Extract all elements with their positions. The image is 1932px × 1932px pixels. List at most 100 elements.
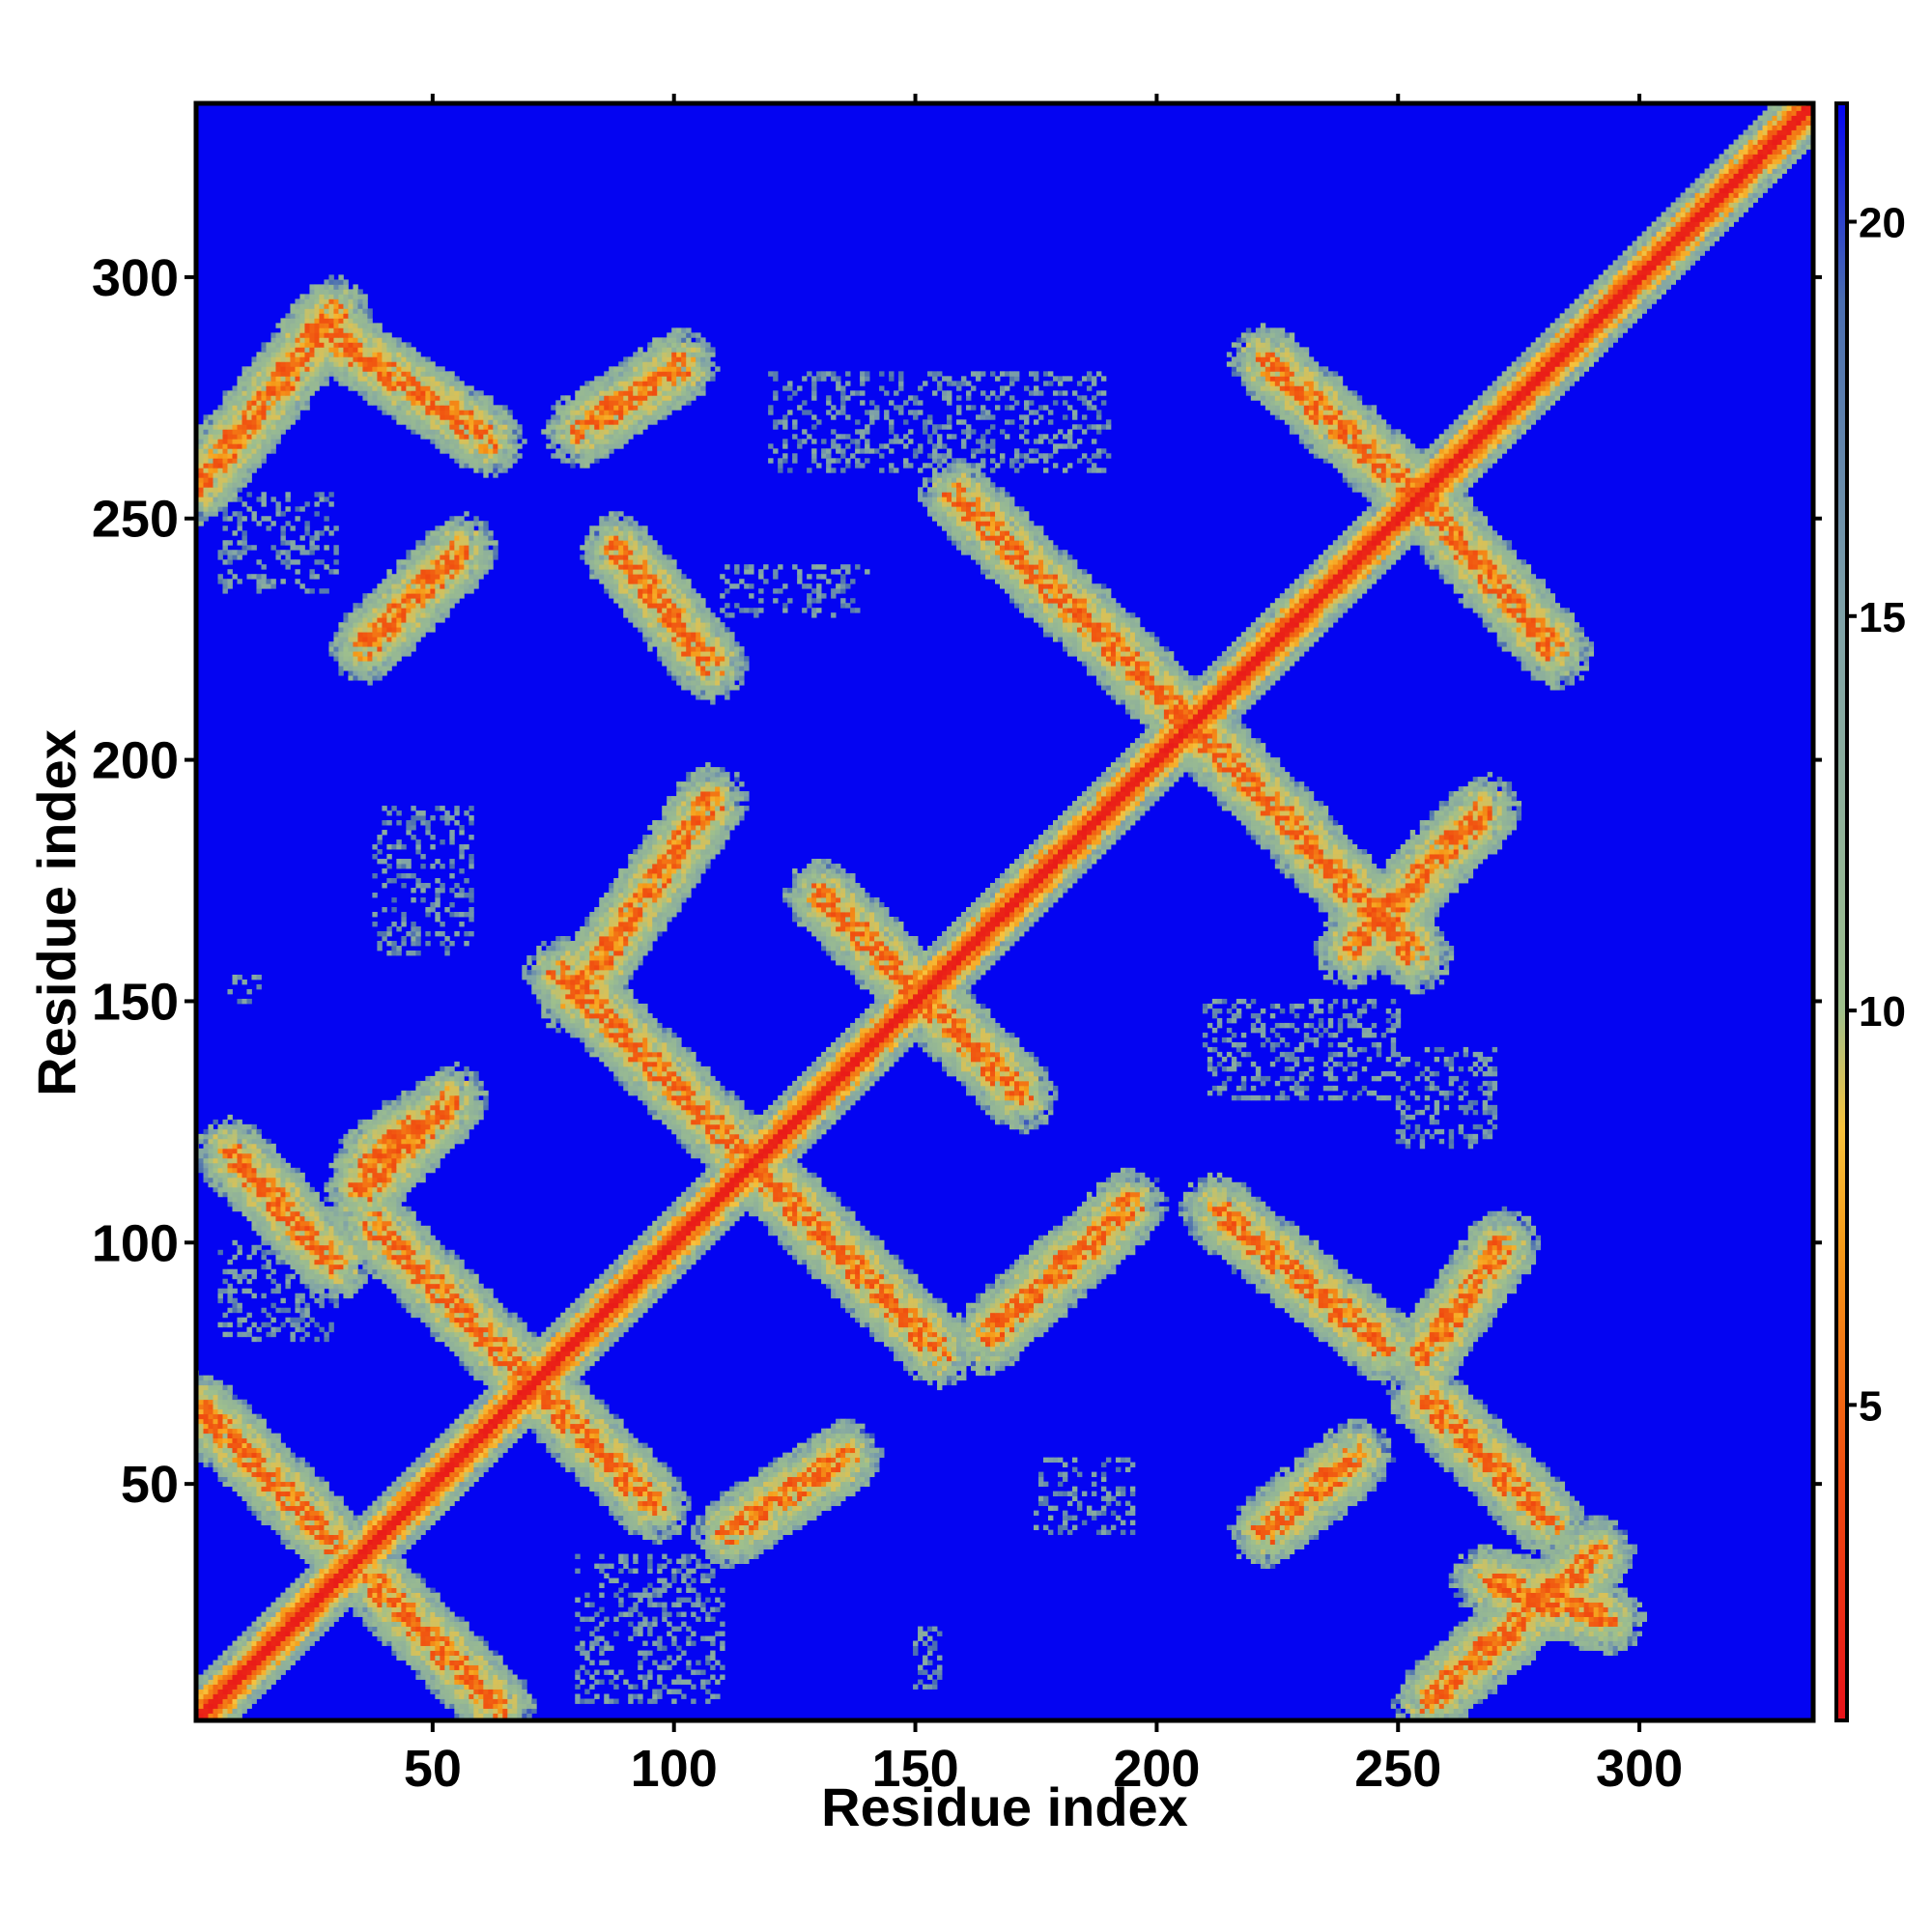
heatmap-cell bbox=[251, 1457, 257, 1463]
heatmap-cell bbox=[275, 1486, 281, 1492]
heatmap-cell bbox=[1506, 1645, 1513, 1651]
heatmap-cell bbox=[396, 1645, 402, 1651]
heatmap-cell bbox=[343, 1544, 349, 1550]
heatmap-cell bbox=[1588, 1539, 1595, 1546]
heatmap-cell bbox=[686, 1568, 692, 1574]
heatmap-cell bbox=[821, 1466, 827, 1473]
heatmap-cell bbox=[488, 1708, 494, 1714]
heatmap-cell bbox=[1622, 1568, 1629, 1574]
heatmap-cell bbox=[652, 1640, 658, 1646]
heatmap-cell bbox=[1405, 1674, 1411, 1680]
heatmap-cell bbox=[362, 1563, 368, 1569]
heatmap-cell bbox=[1588, 1577, 1595, 1583]
heatmap-cell bbox=[1255, 1544, 1262, 1550]
heatmap-cell bbox=[1632, 1602, 1638, 1607]
heatmap-cell bbox=[1269, 1500, 1276, 1507]
heatmap-cell bbox=[372, 1515, 378, 1521]
heatmap-cell bbox=[1578, 1505, 1585, 1512]
heatmap-cell bbox=[1622, 1548, 1629, 1555]
heatmap-cell bbox=[647, 1520, 653, 1526]
heatmap-cell bbox=[671, 1510, 677, 1517]
heatmap-cell bbox=[1477, 1616, 1484, 1622]
heatmap-cell bbox=[333, 1520, 339, 1526]
heatmap-cell bbox=[266, 1611, 271, 1617]
heatmap-cell bbox=[1540, 1626, 1547, 1632]
heatmap-cell bbox=[609, 1505, 614, 1512]
heatmap-cell bbox=[792, 1495, 798, 1502]
heatmap-cell bbox=[270, 1640, 276, 1646]
heatmap-cell bbox=[256, 1631, 262, 1636]
heatmap-cell bbox=[633, 1486, 639, 1492]
heatmap-cell bbox=[821, 1491, 827, 1497]
heatmap-cell bbox=[357, 1568, 363, 1574]
heatmap-cell bbox=[425, 1621, 431, 1627]
heatmap-cell bbox=[256, 1476, 262, 1483]
heatmap-cell bbox=[1293, 1476, 1300, 1483]
heatmap-cell bbox=[1424, 1669, 1431, 1675]
heatmap-cell bbox=[1569, 1568, 1576, 1574]
heatmap-cell bbox=[1492, 1466, 1498, 1473]
heatmap-cell bbox=[459, 1452, 465, 1459]
heatmap-cell bbox=[1525, 1539, 1532, 1546]
heatmap-cell bbox=[927, 1626, 933, 1632]
heatmap-cell bbox=[792, 1520, 798, 1526]
heatmap-cell bbox=[1255, 1539, 1262, 1546]
heatmap-cell bbox=[1250, 1500, 1257, 1507]
heatmap-cell bbox=[792, 1491, 798, 1497]
heatmap-cell bbox=[1322, 1505, 1329, 1512]
heatmap-cell bbox=[1578, 1520, 1585, 1526]
heatmap-cell bbox=[435, 1684, 440, 1690]
heatmap-cell bbox=[415, 1660, 421, 1665]
heatmap-cell bbox=[667, 1520, 672, 1526]
heatmap-cell bbox=[1593, 1597, 1600, 1603]
heatmap-cell bbox=[396, 1515, 402, 1521]
heatmap-cell bbox=[686, 1626, 692, 1632]
heatmap-cell bbox=[401, 1548, 407, 1555]
heatmap-cell bbox=[1501, 1582, 1508, 1588]
heatmap-cell bbox=[522, 1679, 527, 1685]
heatmap-cell bbox=[1564, 1582, 1571, 1588]
heatmap-cell bbox=[251, 1500, 257, 1507]
heatmap-cell bbox=[232, 1679, 238, 1685]
heatmap-cell bbox=[1511, 1515, 1518, 1521]
heatmap-cell bbox=[357, 1587, 363, 1593]
heatmap-cell bbox=[657, 1491, 663, 1497]
heatmap-cell bbox=[266, 1679, 271, 1685]
heatmap-cell bbox=[1366, 1457, 1373, 1463]
heatmap-cell bbox=[1583, 1539, 1590, 1546]
heatmap-cell bbox=[449, 1462, 455, 1468]
heatmap-cell bbox=[1453, 1650, 1460, 1656]
heatmap-cell bbox=[406, 1631, 412, 1636]
heatmap-cell bbox=[440, 1491, 445, 1497]
heatmap-cell bbox=[1448, 1466, 1455, 1473]
heatmap-cell bbox=[1549, 1602, 1556, 1607]
heatmap-cell bbox=[415, 1602, 421, 1607]
heatmap-cell bbox=[1583, 1606, 1590, 1612]
heatmap-cell bbox=[280, 1655, 286, 1661]
heatmap-cell bbox=[1419, 1674, 1426, 1680]
heatmap-cell bbox=[724, 1563, 730, 1569]
heatmap-cell bbox=[232, 1471, 238, 1478]
heatmap-cell bbox=[251, 1660, 257, 1665]
heatmap-cell bbox=[435, 1476, 440, 1483]
heatmap-cell bbox=[367, 1548, 373, 1555]
heatmap-cell bbox=[584, 1457, 590, 1463]
heatmap-cell bbox=[1245, 1548, 1252, 1555]
heatmap-cell bbox=[1492, 1548, 1498, 1555]
heatmap-cell bbox=[473, 1452, 479, 1459]
heatmap-cell bbox=[1622, 1553, 1629, 1559]
heatmap-cell bbox=[628, 1505, 634, 1512]
heatmap-cell bbox=[420, 1660, 426, 1665]
heatmap-cell bbox=[1501, 1457, 1508, 1463]
heatmap-cell bbox=[638, 1476, 643, 1483]
heatmap-cell bbox=[1458, 1655, 1464, 1661]
heatmap-cell bbox=[478, 1698, 484, 1704]
heatmap-cell bbox=[681, 1621, 687, 1627]
heatmap-cell bbox=[628, 1606, 634, 1612]
heatmap-cell bbox=[401, 1495, 407, 1502]
heatmap-cell bbox=[440, 1611, 445, 1617]
heatmap-cell bbox=[618, 1486, 624, 1492]
heatmap-cell bbox=[1037, 1471, 1044, 1478]
heatmap-cell bbox=[589, 1481, 595, 1488]
heatmap-cell bbox=[696, 1563, 701, 1569]
